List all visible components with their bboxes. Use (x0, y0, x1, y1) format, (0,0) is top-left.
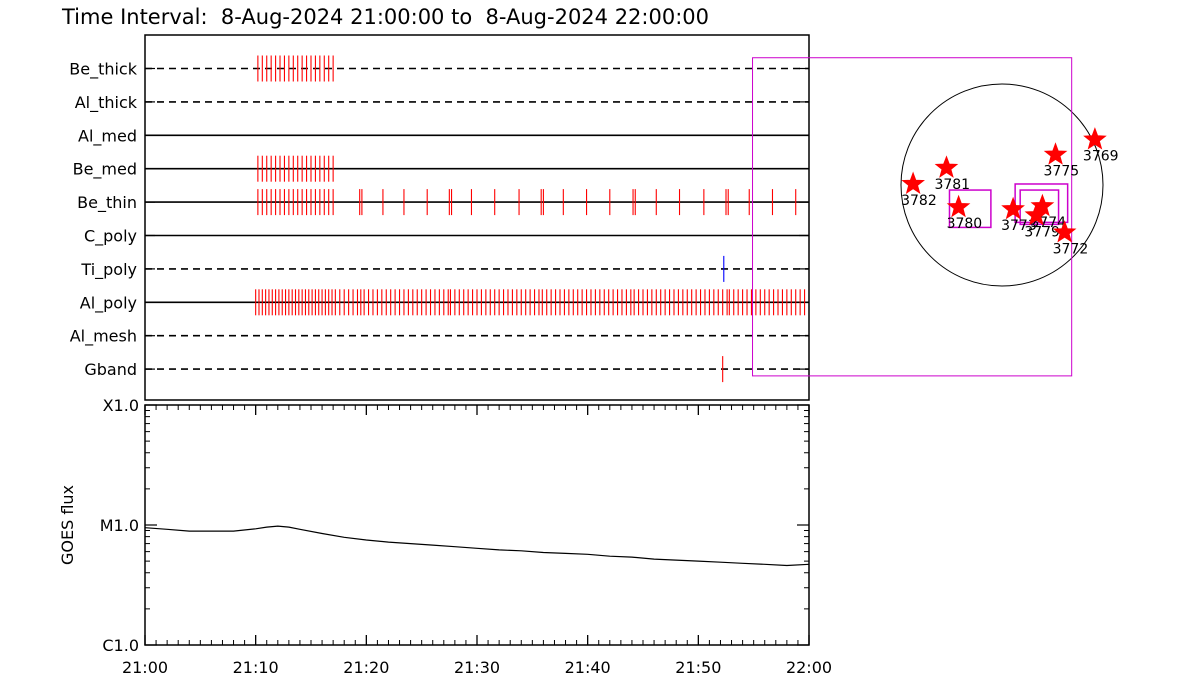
active-region-star-3772 (1052, 220, 1077, 243)
track-label-Al_mesh: Al_mesh (70, 327, 137, 347)
x-tick-label: 21:10 (233, 658, 279, 677)
active-region-star-3773 (1001, 196, 1025, 220)
track-label-Al_med: Al_med (78, 126, 137, 146)
track-label-Be_thick: Be_thick (69, 60, 137, 80)
y-tick-label: X1.0 (103, 396, 139, 415)
active-region-star-3780 (946, 194, 971, 218)
chart-title: Time Interval: 8-Aug-2024 21:00:00 to 8-… (61, 5, 709, 29)
y-tick-label: C1.0 (102, 636, 139, 655)
track-label-C_poly: C_poly (84, 227, 137, 247)
track-label-Be_thin: Be_thin (77, 193, 137, 213)
field-of-view-box (948, 189, 992, 229)
x-tick-label: 21:50 (675, 658, 721, 677)
instrument-timeline: Be_thick Al_thick Al_med Be_med Be_thin C_pol… (69, 34, 810, 401)
track-label-Al_poly: Al_poly (80, 293, 137, 313)
x-tick-label: 21:40 (565, 658, 611, 677)
solar-disk-limb (900, 83, 1104, 287)
x-tick-label: 21:30 (454, 658, 500, 677)
track-label-Ti_poly: Ti_poly (80, 260, 137, 280)
x-tick-label: 21:20 (343, 658, 389, 677)
active-region-label-3773: 3773 (1001, 218, 1037, 234)
goes-flux-plot: X1.0 M1.0 C1.0 21:00 21:10 21:20 21:30 21:40 21:… (58, 396, 832, 677)
active-region-star-3769 (1083, 127, 1107, 150)
goes-frame (144, 404, 810, 646)
y-tick-label: M1.0 (100, 516, 139, 535)
active-region-star-3779 (1024, 202, 1049, 226)
x-tick-label: 22:00 (786, 658, 832, 677)
active-region-label-3780: 3780 (947, 216, 983, 232)
active-region-label-3781: 3781 (934, 177, 970, 193)
active-region-label-3772: 3772 (1053, 241, 1089, 257)
y-axis-label: GOES flux (58, 485, 77, 565)
active-region-label-3782: 3782 (901, 193, 937, 209)
track-label-Gband: Gband (84, 360, 137, 379)
field-of-view-box (752, 57, 1073, 377)
track-label-Al_thick: Al_thick (75, 93, 138, 113)
x-tick-label: 21:00 (122, 658, 168, 677)
timeline-frame (144, 34, 810, 401)
goes-flux-line (144, 525, 810, 567)
active-region-star-3781 (934, 155, 959, 178)
active-region-star-3782 (901, 171, 925, 195)
active-region-star-3774 (1030, 193, 1055, 217)
active-region-label-3769: 3769 (1083, 149, 1119, 165)
active-region-label-3775: 3775 (1044, 164, 1080, 180)
active-region-star-3775 (1043, 142, 1068, 165)
track-label-Be_med: Be_med (73, 160, 137, 180)
active-region-label-3779: 3779 (1024, 224, 1060, 240)
